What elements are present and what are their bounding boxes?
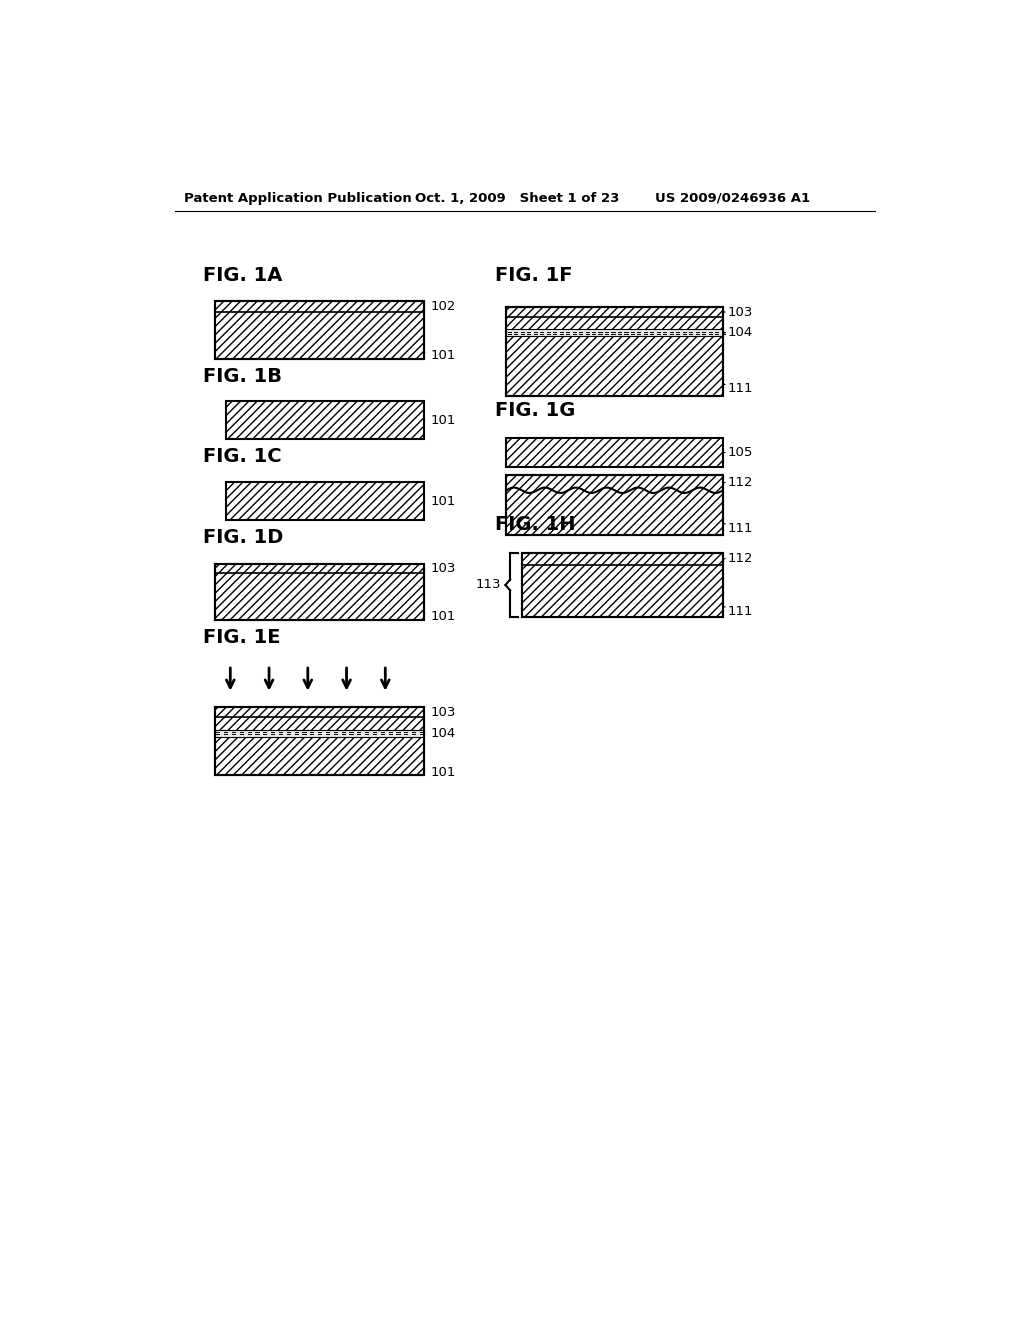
Text: FIG. 1A: FIG. 1A	[203, 267, 283, 285]
Text: FIG. 1H: FIG. 1H	[495, 515, 575, 535]
Bar	[215, 730, 424, 737]
Bar	[215, 708, 424, 775]
Text: 104: 104	[424, 727, 456, 739]
Text: 101: 101	[424, 348, 456, 362]
Bar	[506, 438, 723, 467]
Bar	[215, 301, 424, 359]
Text: 112: 112	[723, 477, 754, 490]
Text: 105: 105	[723, 446, 754, 459]
Bar	[506, 475, 723, 535]
Bar	[215, 564, 424, 619]
Bar	[506, 330, 723, 337]
Text: 113: 113	[475, 578, 501, 591]
Text: FIG. 1B: FIG. 1B	[203, 367, 283, 385]
Bar	[215, 708, 424, 775]
Text: FIG. 1E: FIG. 1E	[203, 628, 281, 647]
Text: 101: 101	[424, 766, 456, 779]
Text: 103: 103	[723, 305, 754, 318]
Bar	[215, 564, 424, 619]
Bar	[506, 475, 723, 535]
Text: FIG. 1D: FIG. 1D	[203, 528, 284, 548]
Text: 111: 111	[723, 521, 754, 535]
Text: 102: 102	[424, 300, 456, 313]
Bar	[521, 553, 723, 618]
Text: 112: 112	[723, 552, 754, 565]
Bar	[226, 482, 424, 520]
Text: 101: 101	[424, 495, 456, 508]
Text: 104: 104	[723, 326, 753, 339]
Bar	[226, 401, 424, 440]
Text: FIG. 1F: FIG. 1F	[495, 267, 572, 285]
Text: 111: 111	[723, 605, 754, 618]
Text: 101: 101	[424, 610, 456, 623]
Bar	[521, 553, 723, 618]
Text: FIG. 1G: FIG. 1G	[495, 401, 574, 420]
Bar	[506, 308, 723, 396]
Text: 103: 103	[424, 562, 456, 576]
Text: Patent Application Publication: Patent Application Publication	[183, 191, 412, 205]
Text: Oct. 1, 2009   Sheet 1 of 23: Oct. 1, 2009 Sheet 1 of 23	[415, 191, 620, 205]
Text: 111: 111	[723, 381, 754, 395]
Text: 101: 101	[424, 413, 456, 426]
Text: US 2009/0246936 A1: US 2009/0246936 A1	[655, 191, 810, 205]
Bar	[215, 301, 424, 359]
Text: FIG. 1C: FIG. 1C	[203, 447, 282, 466]
Text: 103: 103	[424, 705, 456, 718]
Bar	[506, 308, 723, 396]
